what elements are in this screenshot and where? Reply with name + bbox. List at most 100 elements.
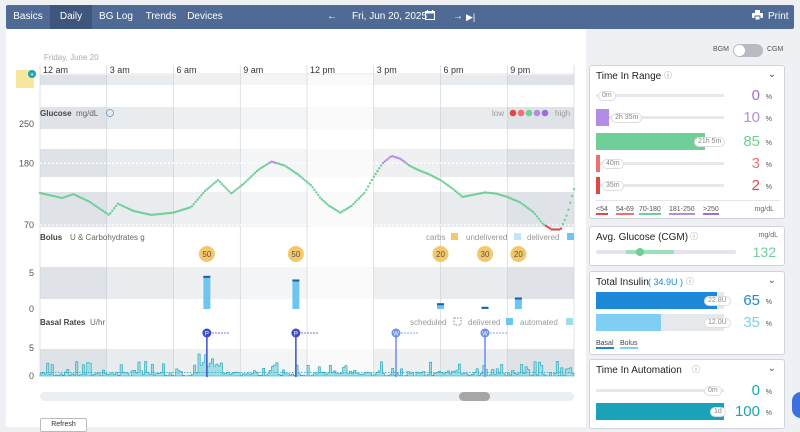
time-band (240, 75, 307, 85)
glucose-reading (507, 196, 511, 199)
automation-bar-track (596, 389, 724, 392)
printer-icon[interactable] (752, 5, 763, 29)
arrow-right-icon[interactable]: → (453, 11, 463, 22)
tab-devices[interactable]: Devices (187, 11, 223, 22)
insulin-info-icon[interactable]: ⓘ (686, 277, 694, 286)
timeline-scrollbar-thumb[interactable] (459, 392, 490, 401)
time-band (173, 75, 241, 85)
tab-basics[interactable]: Basics (13, 11, 43, 22)
glucose-reading (96, 205, 99, 209)
glucose-reading (389, 155, 392, 159)
chevron-down-icon[interactable]: ⌄ (767, 275, 776, 286)
automation-percent: 0 (751, 382, 760, 399)
percent-sign: % (765, 94, 772, 101)
glucose-reading (437, 177, 440, 181)
glucose-reading (51, 194, 55, 198)
glucose-reading (366, 185, 370, 188)
time-band (106, 267, 174, 299)
glucose-tick-label: 250 (19, 119, 34, 129)
tab-daily[interactable]: Daily (50, 5, 92, 29)
glucose-reading (196, 198, 199, 201)
skip-to-end-icon[interactable]: ▶| (466, 12, 476, 22)
basal-marker[interactable] (291, 328, 301, 338)
timeline-scrollbar-track[interactable] (40, 392, 574, 401)
glucose-reading (491, 192, 494, 195)
calendar-icon[interactable] (425, 5, 435, 29)
glucose-reading (552, 228, 555, 231)
glucose-reading (74, 193, 77, 197)
carb-value: 50 (202, 250, 211, 259)
time-band (373, 107, 441, 129)
glucose-reading (333, 208, 337, 211)
basal-marker[interactable] (480, 328, 490, 338)
glucose-reading (107, 213, 110, 216)
glucose-reading (407, 164, 411, 167)
glucose-reading (570, 194, 574, 198)
glucose-reading (263, 164, 266, 168)
refresh-button[interactable]: Refresh (40, 418, 87, 432)
tir-bar-track (596, 184, 724, 187)
chevron-down-icon[interactable]: ⌄ (767, 69, 776, 80)
glucose-reading (38, 191, 42, 195)
hour-label: 6 pm (444, 65, 464, 75)
stats-panel: BGM CGM Time In Range ⓘ ⌄ 0m 0% 2h 35m 10% 2… (586, 29, 800, 429)
glucose-reading (409, 165, 413, 168)
tab-trends[interactable]: Trends (145, 11, 177, 22)
glucose-reading (179, 209, 183, 212)
glucose-reading (378, 167, 381, 170)
tir-bar-fill (596, 133, 705, 150)
glucose-reading (335, 209, 338, 212)
glucose-reading (400, 158, 403, 161)
glucose-reading (237, 186, 240, 190)
glucose-reading (290, 169, 294, 172)
tir-info-icon[interactable]: ⓘ (664, 71, 672, 80)
time-band (373, 75, 441, 85)
avg-glucose-info-icon[interactable]: ⓘ (690, 232, 698, 241)
glucose-reading (461, 195, 464, 199)
glucose-reading (342, 209, 346, 212)
glucose-reading (112, 207, 116, 210)
glucose-reading (496, 192, 500, 196)
glucose-reading (483, 191, 487, 194)
glucose-reading (157, 212, 160, 216)
glucose-reading (194, 200, 197, 204)
tab-bg-log[interactable]: BG Log (99, 11, 133, 22)
bgm-cgm-toggle[interactable] (733, 44, 763, 57)
percent-sign: % (765, 410, 772, 417)
basal-marker[interactable] (202, 328, 212, 338)
tir-percent: 2 (751, 177, 760, 194)
glucose-reading (88, 200, 92, 204)
glucose-reading (99, 208, 103, 211)
glucose-reading (53, 195, 57, 198)
current-date: Fri, Jun 20, 2025 (352, 11, 428, 22)
glucose-reading (396, 156, 400, 160)
glucose-reading (222, 184, 225, 187)
glucose-reading (70, 193, 73, 196)
time-band (373, 192, 441, 227)
glucose-reading (146, 212, 149, 216)
glucose-reading (520, 202, 524, 205)
basal-marker[interactable] (391, 328, 401, 338)
glucose-reading (289, 168, 292, 171)
chevron-down-icon[interactable]: ⌄ (767, 363, 776, 374)
glucose-info-icon[interactable] (106, 109, 114, 117)
add-note-icon[interactable] (28, 70, 36, 78)
bolus-cap (514, 297, 522, 300)
tir-duration: 21h 5m (694, 137, 726, 147)
glucose-reading (485, 191, 489, 194)
glucose-reading (441, 180, 444, 183)
arrow-left-icon[interactable]: ← (327, 11, 337, 22)
automation-info-icon[interactable]: ⓘ (692, 365, 700, 374)
glucose-reading (118, 203, 121, 206)
glucose-reading (509, 197, 513, 200)
glucose-reading (433, 176, 437, 179)
carb-entry (432, 246, 449, 262)
basal-title: Basal Rates (40, 318, 86, 327)
print-button[interactable]: Print (768, 11, 789, 22)
toggle-bgm-label: BGM (713, 46, 729, 53)
glucose-reading (131, 209, 134, 212)
glucose-reading (181, 208, 184, 211)
time-in-range-card: Time In Range ⓘ ⌄ 0m 0% 2h 35m 10% 21h 5m 85%… (589, 65, 785, 219)
chat-bubble-icon[interactable] (792, 392, 800, 418)
glucose-reading (539, 219, 542, 223)
